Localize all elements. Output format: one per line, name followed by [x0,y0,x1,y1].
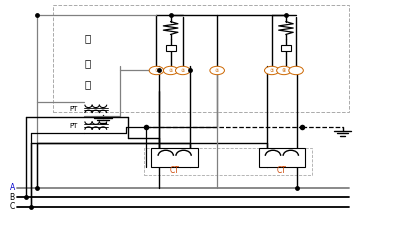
Circle shape [264,66,278,75]
Circle shape [276,66,290,75]
Text: 电: 电 [84,33,91,43]
Text: 表: 表 [84,79,91,89]
Bar [165,45,175,51]
Text: ⑦: ⑦ [269,68,273,73]
Circle shape [209,66,224,75]
Text: A: A [10,183,15,192]
Text: PT: PT [69,123,77,129]
Bar [280,45,290,51]
Circle shape [288,66,303,75]
Text: 能: 能 [84,58,91,69]
Text: ②: ② [168,68,173,73]
Circle shape [175,66,190,75]
Text: ②: ② [180,68,185,73]
Text: CT: CT [169,166,179,175]
Bar [144,148,311,175]
Text: ⑧: ⑧ [281,68,286,73]
Text: C: C [10,202,15,211]
Text: PT: PT [69,106,77,112]
Bar [53,5,348,112]
Text: B: B [10,193,15,202]
Bar [151,148,198,167]
Text: ②: ② [214,68,219,73]
Circle shape [149,66,163,75]
Text: CT: CT [276,166,286,175]
Bar [258,148,305,167]
Circle shape [163,66,177,75]
Text: ①: ① [154,68,158,73]
